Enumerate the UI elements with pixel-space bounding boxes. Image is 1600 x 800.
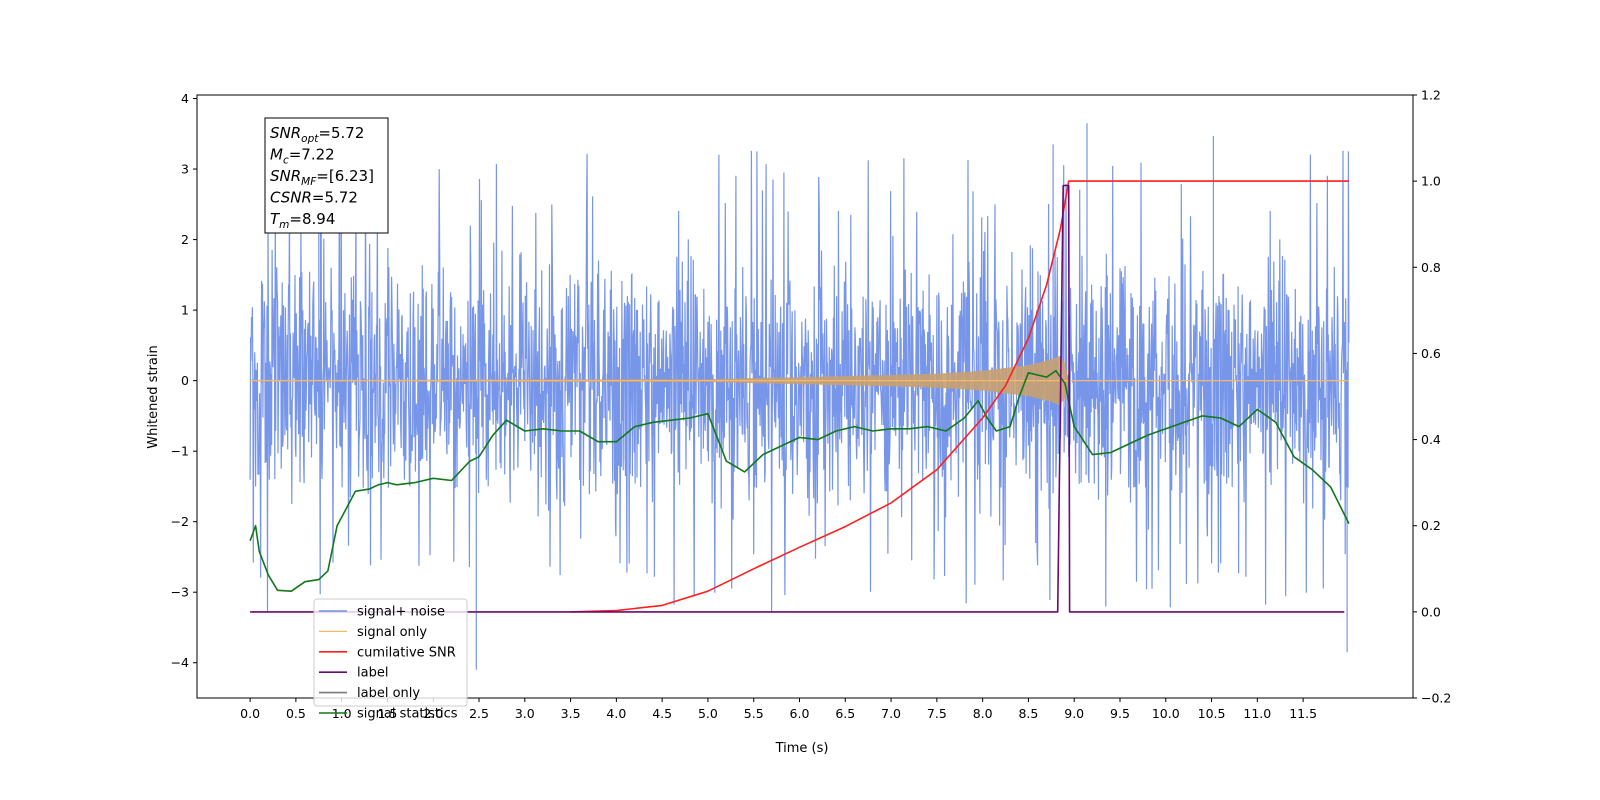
x-tick-label: 5.0 [698, 706, 718, 721]
y2-tick-label: 0.4 [1421, 432, 1441, 447]
annotation-symbol: SNR [270, 167, 301, 185]
x-tick-label: 0.5 [286, 706, 306, 721]
x-tick-label: 1.5 [378, 706, 398, 721]
x-tick-label: 7.0 [881, 706, 901, 721]
annotation-subscript: opt [301, 133, 319, 145]
y-tick-label: 1 [181, 303, 189, 318]
annotation-frame [264, 117, 389, 234]
x-tick-label: 10.0 [1152, 706, 1180, 721]
legend: signal+ noise signal only cumilative SNR la… [313, 598, 468, 722]
y2-tick-label: 0.8 [1421, 260, 1441, 275]
legend-label: signal+ noise [357, 605, 445, 620]
series-signal-noise [249, 123, 1350, 670]
y-tick-label: 0 [181, 373, 189, 388]
x-tick-label: 6.5 [835, 706, 855, 721]
annotation-symbol: SNR [270, 124, 301, 142]
legend-label: signal statistics [357, 707, 458, 722]
annotation-line: Tm=8.94 [270, 210, 335, 231]
x-axis-label: Time (s) [775, 741, 829, 756]
plot-area [249, 123, 1350, 670]
x-tick-label: 2.0 [423, 706, 443, 721]
annotation-line: SNRMF=[6.23] [270, 167, 374, 188]
annotation-symbol: M [270, 146, 283, 164]
series-signal-statistics [249, 369, 1350, 592]
x-tick-label: 6.0 [790, 706, 810, 721]
x-tick-label: 11.5 [1289, 706, 1317, 721]
annotation-symbol: T [270, 210, 281, 228]
legend-frame [313, 598, 468, 707]
x-tick-label: 10.5 [1198, 706, 1226, 721]
y2-tick-label: 0.6 [1421, 346, 1441, 361]
x-tick-label: 4.5 [652, 706, 672, 721]
x-tick-label: 3.0 [515, 706, 535, 721]
annotation-box: SNRopt=5.72Mc=7.22SNRMF=[6.23]CSNR=5.72T… [264, 117, 389, 234]
x-tick-label: 9.0 [1064, 706, 1084, 721]
y-axis-label: Whitened strain [146, 345, 161, 448]
x-axis: 0.0 0.5 1.0 1.5 2.0 2.5 3.0 3.5 4.0 4.5 5.0 5.5 6.0 6… [240, 698, 1317, 721]
x-tick-label: 9.5 [1110, 706, 1130, 721]
annotation-subscript: m [279, 219, 289, 231]
x-tick-label: 4.0 [606, 706, 626, 721]
legend-label: cumilative SNR [357, 645, 456, 660]
y-tick-label: −2 [171, 514, 189, 529]
x-tick-label: 2.5 [469, 706, 489, 721]
y2-tick-label: 1.2 [1421, 88, 1441, 103]
y-tick-label: 4 [181, 91, 189, 106]
annotation-value: =5.72 [318, 124, 364, 142]
y-axis-right: 1.2 1.0 0.8 0.6 0.4 0.2 0.0 −0.2 [1413, 88, 1451, 706]
legend-label: signal only [357, 625, 427, 640]
x-tick-label: 8.0 [973, 706, 993, 721]
axes-frame [196, 94, 1414, 699]
y-tick-label: 2 [181, 232, 189, 247]
annotation-value: =[6.23] [316, 167, 374, 185]
axes-border [196, 94, 1414, 699]
y-tick-label: −4 [171, 655, 189, 670]
series-label [250, 184, 1345, 613]
annotation-subscript: MF [301, 176, 317, 188]
x-tick-label: 11.0 [1243, 706, 1271, 721]
annotation-subscript: c [283, 155, 289, 167]
x-tick-label: 8.5 [1018, 706, 1038, 721]
annotation-value: =7.22 [289, 146, 335, 164]
x-tick-label: 5.5 [744, 706, 764, 721]
annotation-line: Mc=7.22 [270, 146, 335, 167]
y2-tick-label: 0.0 [1421, 604, 1441, 619]
annotation-symbol: CSNR [270, 189, 312, 207]
y-tick-label: 3 [181, 162, 189, 177]
legend-label: label only [357, 686, 420, 701]
y2-tick-label: 1.0 [1421, 174, 1441, 189]
x-tick-label: 7.5 [927, 706, 947, 721]
y2-tick-label: −0.2 [1421, 691, 1451, 706]
annotation-line: SNRopt=5.72 [270, 124, 364, 145]
annotation-value: =8.94 [289, 210, 335, 228]
y-axis-left: 4 3 2 1 0 −1 −2 −3 −4 [171, 91, 197, 670]
y-tick-label: −3 [171, 585, 189, 600]
annotation-line: CSNR=5.72 [270, 189, 358, 207]
y-tick-label: −1 [171, 444, 189, 459]
legend-label: label [357, 666, 388, 681]
x-tick-label: 3.5 [561, 706, 581, 721]
series-cumilative-snr [570, 180, 1349, 613]
x-tick-label: 0.0 [240, 706, 260, 721]
y2-tick-label: 0.2 [1421, 518, 1441, 533]
annotation-value: =5.72 [312, 189, 358, 207]
